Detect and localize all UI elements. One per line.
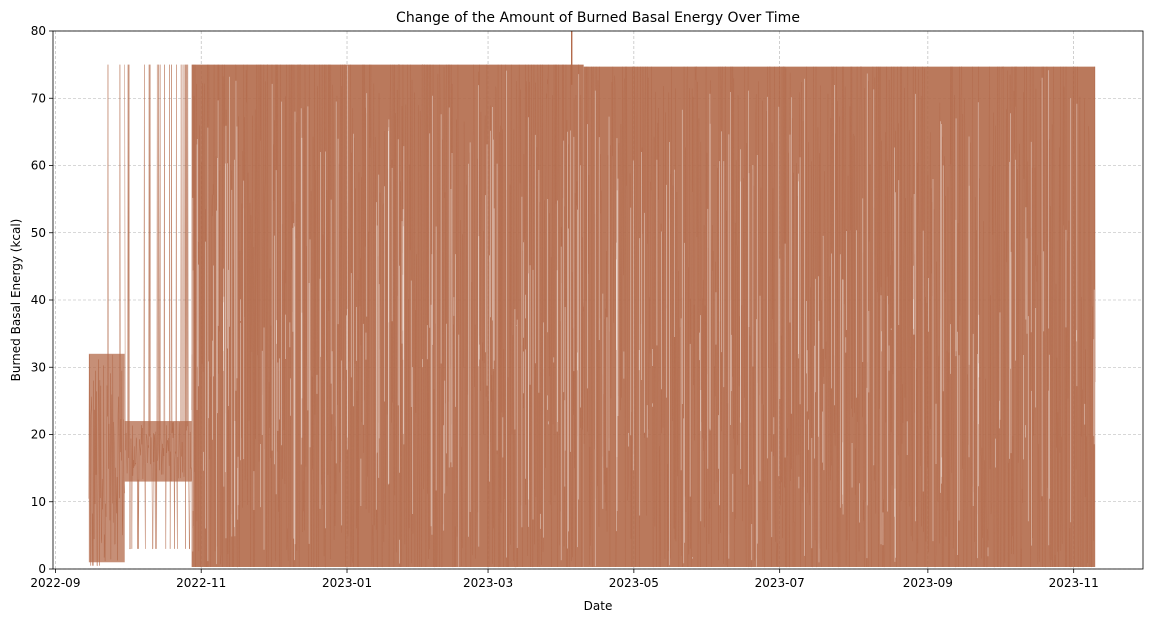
y-tick-label-8: 80 — [31, 24, 46, 38]
y-tick-label-3: 30 — [31, 360, 46, 374]
series-line-2 — [191, 64, 584, 568]
x-tick-label-1: 2022-11 — [176, 576, 226, 590]
series-segment-1 — [124, 64, 192, 550]
series-line-3 — [583, 66, 1096, 568]
x-tick-label-4: 2023-05 — [609, 576, 659, 590]
y-tick-label-6: 60 — [31, 159, 46, 173]
x-tick-label-5: 2023-07 — [755, 576, 805, 590]
series-line-0 — [88, 64, 125, 566]
y-tick-label-1: 10 — [31, 495, 46, 509]
series-line-1 — [124, 64, 192, 550]
series-segment-0 — [88, 64, 125, 566]
y-tick-label-2: 20 — [31, 428, 46, 442]
y-tick-label-0: 0 — [38, 562, 46, 576]
x-tick-label-6: 2023-09 — [903, 576, 953, 590]
series-burned-basal-energy — [88, 31, 1096, 568]
series-segment-2 — [191, 64, 584, 568]
x-axis-label: Date — [584, 599, 613, 613]
x-tick-label-0: 2022-09 — [30, 576, 80, 590]
x-tick-label-7: 2023-11 — [1049, 576, 1099, 590]
x-tick-label-2: 2023-01 — [322, 576, 372, 590]
y-tick-label-7: 70 — [31, 91, 46, 105]
y-axis: 0 10 20 30 40 50 60 70 80 — [31, 24, 53, 576]
y-tick-label-5: 50 — [31, 226, 46, 240]
y-axis-label: Burned Basal Energy (kcal) — [9, 219, 23, 382]
y-tick-label-4: 40 — [31, 293, 46, 307]
x-axis: 2022-09 2022-11 2023-01 2023-03 2023-05 2023-… — [30, 569, 1099, 590]
series-segment-3 — [583, 66, 1096, 568]
x-tick-label-3: 2023-03 — [463, 576, 513, 590]
chart-title: Change of the Amount of Burned Basal Ene… — [396, 10, 800, 26]
